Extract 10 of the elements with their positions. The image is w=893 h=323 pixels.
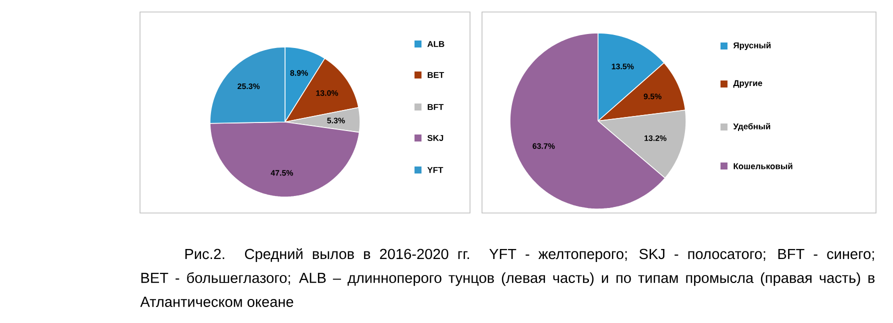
text: Рис.2. Средний вылов в 2016-2020 гг. YFT - желтоперого; SKJ - полосатого; BFT - синего; BET - большеглазого; ALB – длинноперого тунцов (левая часть) и по типам промысла (правая часть) в Атлантическом океане	[140, 248, 875, 307]
legend-label: BFT	[428, 104, 444, 110]
legend-label: Удебный	[733, 123, 770, 131]
legend-label: Кошельковый	[734, 162, 792, 170]
legend-label: BET	[428, 72, 444, 78]
legend-label: SKJ	[427, 135, 444, 141]
legend-label: Другие	[733, 80, 762, 88]
legend-label: Ярусный	[733, 42, 771, 50]
legend-label: ALB	[427, 41, 444, 47]
legend-label: YFT	[427, 167, 444, 173]
